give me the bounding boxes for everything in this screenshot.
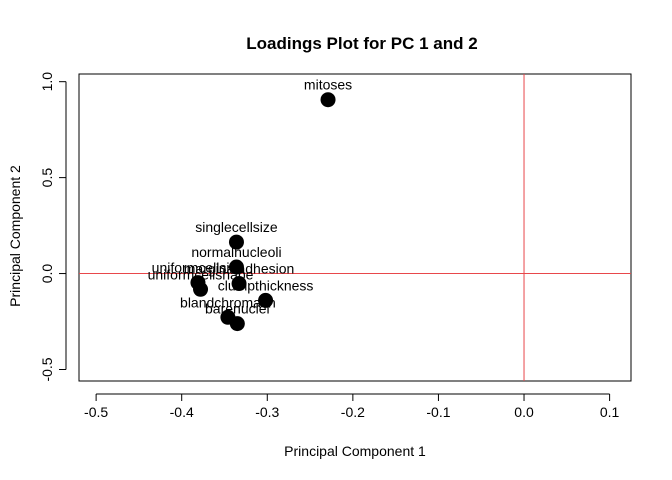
data-point-mitoses bbox=[320, 92, 336, 108]
x-tick-label: -0.1 bbox=[426, 404, 450, 420]
point-label-singlecellsize: singlecellsize bbox=[195, 219, 278, 235]
point-label-uniformcellsize: uniformcellsize bbox=[152, 260, 245, 276]
data-point-uniformcellshape bbox=[193, 281, 209, 297]
data-point-marginaladhesion bbox=[231, 276, 247, 292]
y-tick-label: -0.5 bbox=[39, 357, 55, 381]
y-tick-label: 0.5 bbox=[39, 168, 55, 188]
data-point-blandchromatin bbox=[220, 309, 236, 325]
data-point-normalnucleoli bbox=[228, 259, 244, 275]
plot-area: -0.5 -0.4 -0.3 -0.2 -0.1 0.0 0.1-0.50.00.51.0c… bbox=[39, 72, 632, 420]
point-label-barenuclei: barenuclei bbox=[205, 301, 270, 317]
data-point-singlecellsize bbox=[228, 234, 244, 250]
x-axis-label: Principal Component 1 bbox=[284, 443, 426, 459]
chart-title: Loadings Plot for PC 1 and 2 bbox=[246, 34, 477, 53]
point-label-normalnucleoli: normalnucleoli bbox=[191, 244, 281, 260]
y-axis-label: Principal Component 2 bbox=[7, 165, 23, 307]
plot-frame bbox=[78, 73, 632, 382]
x-tick-label: 0.1 bbox=[600, 404, 620, 420]
x-tick-label: -0.2 bbox=[341, 404, 365, 420]
data-point-clumpthickness bbox=[258, 292, 274, 308]
x-tick-label: 0.0 bbox=[514, 404, 534, 420]
y-tick-label: 0.0 bbox=[39, 264, 55, 284]
x-tick-label: -0.4 bbox=[170, 404, 194, 420]
point-label-uniformcellshape: uniformcellshape bbox=[148, 266, 254, 282]
x-tick-label: -0.5 bbox=[84, 404, 108, 420]
y-tick-label: 1.0 bbox=[39, 72, 55, 92]
point-label-mitoses: mitoses bbox=[304, 77, 352, 93]
x-tick-label: -0.3 bbox=[255, 404, 279, 420]
point-label-blandchromatin: blandchromatin bbox=[180, 294, 276, 310]
